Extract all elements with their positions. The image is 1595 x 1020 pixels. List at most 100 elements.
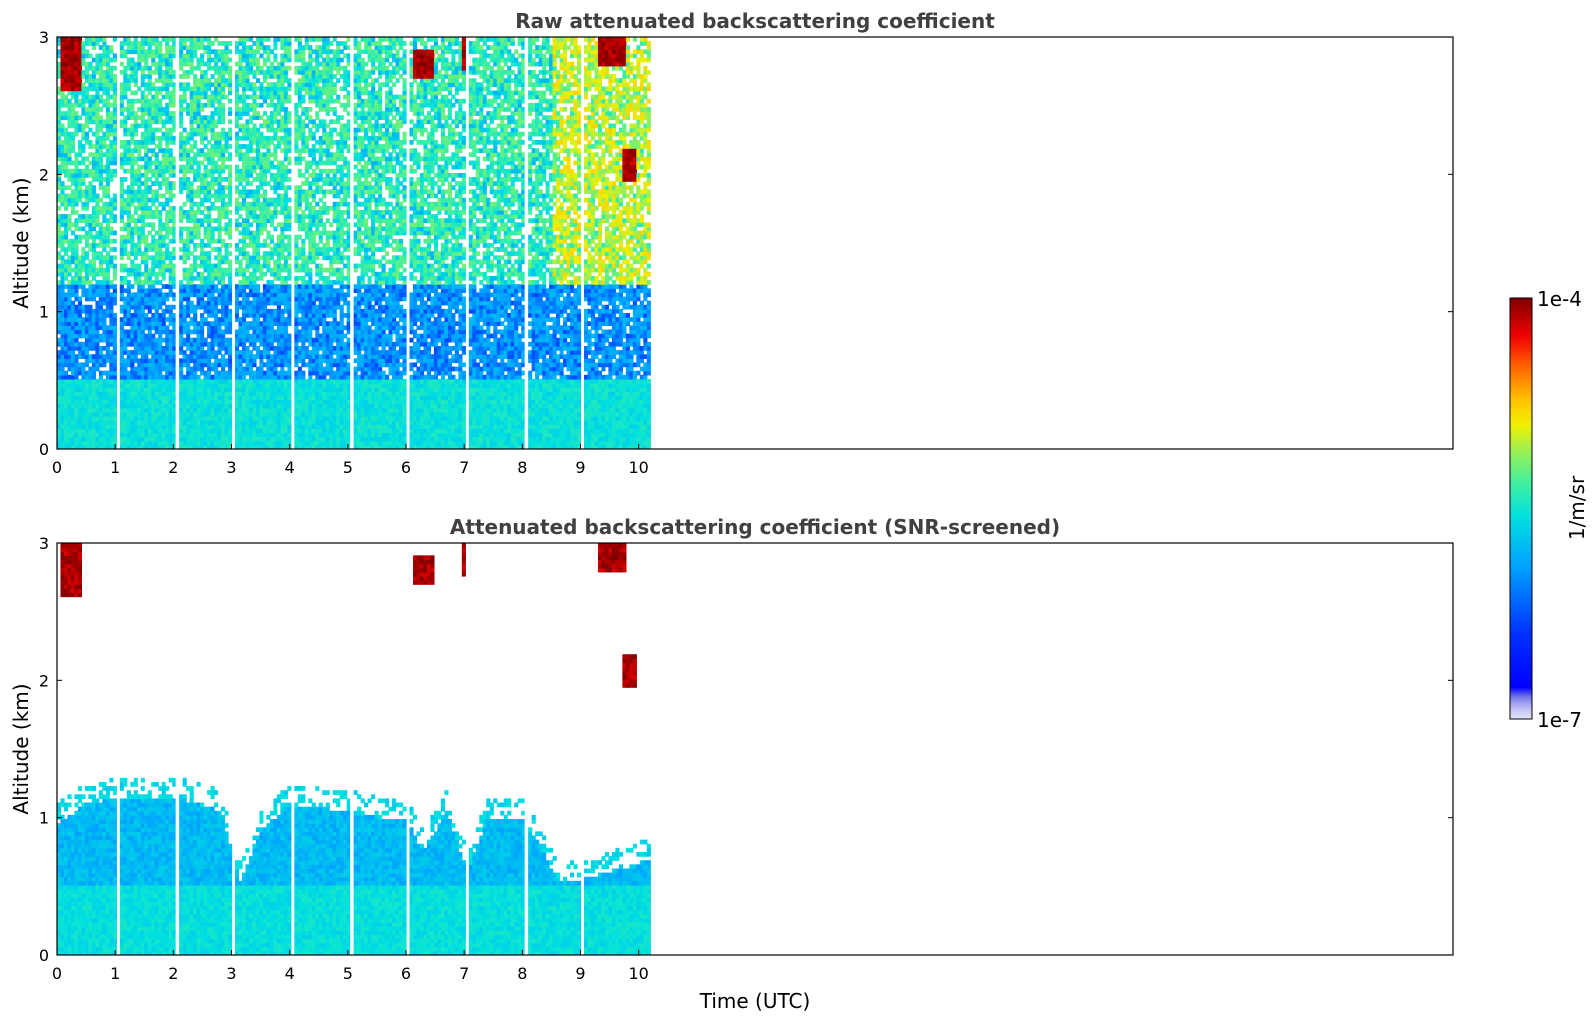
heatmap-cell <box>245 168 250 174</box>
heatmap-cell <box>165 135 170 141</box>
heatmap-cell <box>217 205 222 211</box>
heatmap-cell <box>144 201 149 207</box>
heatmap-cell <box>147 329 152 335</box>
heatmap-cell <box>217 74 222 79</box>
heatmap-cell <box>217 90 222 96</box>
heatmap-cell <box>98 284 103 289</box>
heatmap-cell <box>102 271 107 277</box>
heatmap-cell <box>70 205 76 211</box>
heatmap-cell <box>137 148 142 153</box>
heatmap-cell <box>200 300 205 306</box>
heatmap-cell <box>105 440 110 446</box>
heatmap-cell <box>98 362 103 368</box>
heatmap-cell <box>217 383 222 388</box>
heatmap-cell <box>151 94 156 100</box>
heatmap-cell <box>109 370 114 376</box>
heatmap-cell <box>140 164 145 170</box>
heatmap-cell <box>140 304 145 310</box>
heatmap-cell <box>60 362 65 368</box>
heatmap-cell <box>241 74 247 79</box>
heatmap-cell <box>133 82 138 88</box>
heatmap-cell <box>241 284 247 289</box>
heatmap-cell <box>266 317 271 322</box>
heatmap-cell <box>179 82 184 88</box>
heatmap-cell <box>200 160 205 166</box>
heatmap-cell <box>126 61 131 67</box>
heatmap-cell <box>238 321 243 326</box>
heatmap-cell <box>119 189 124 195</box>
heatmap-cell <box>154 107 159 112</box>
heatmap-cell <box>137 341 142 347</box>
heatmap-cell <box>168 255 173 261</box>
heatmap-cell <box>151 86 156 92</box>
heatmap-cell <box>262 313 267 318</box>
heatmap-cell <box>130 41 135 46</box>
heatmap-cell <box>98 78 103 83</box>
heatmap-cell <box>95 218 100 223</box>
heatmap-cell <box>144 432 149 438</box>
heatmap-cell <box>214 78 219 83</box>
heatmap-cell <box>151 197 156 203</box>
heatmap-cell <box>74 263 79 269</box>
heatmap-cell <box>210 94 215 100</box>
heatmap-cell <box>179 317 184 322</box>
heatmap-cell <box>210 65 215 71</box>
heatmap-cell <box>179 164 184 170</box>
heatmap-cell <box>238 292 243 298</box>
heatmap-cell <box>193 341 198 347</box>
heatmap-cell <box>112 148 117 153</box>
heatmap-cell <box>158 399 163 405</box>
heatmap-cell <box>133 61 138 67</box>
heatmap-cell <box>105 395 110 401</box>
heatmap-cell <box>262 226 267 232</box>
heatmap-cell <box>91 164 96 170</box>
heatmap-cell <box>207 45 212 50</box>
heatmap-cell <box>137 378 142 384</box>
heatmap-cell <box>63 263 69 269</box>
heatmap-cell <box>161 420 166 425</box>
heatmap-cell <box>259 156 264 162</box>
heatmap-cell <box>214 131 219 137</box>
heatmap-cell <box>126 436 131 442</box>
heatmap-cell <box>221 243 226 248</box>
heatmap-cell <box>60 346 65 351</box>
heatmap-cell <box>259 37 264 42</box>
heatmap-cell <box>84 391 90 397</box>
heatmap-cell <box>245 399 250 405</box>
heatmap-cell <box>154 152 159 158</box>
heatmap-cell <box>228 308 233 314</box>
heatmap-cell <box>179 341 184 347</box>
heatmap-cell <box>102 296 107 302</box>
heatmap-cell <box>158 230 163 236</box>
heatmap-cell <box>158 346 163 351</box>
heatmap-cell <box>255 135 261 141</box>
heatmap-cell <box>77 57 83 63</box>
heatmap-cell <box>259 53 264 59</box>
heatmap-cell <box>266 135 271 141</box>
heatmap-cell <box>210 82 215 88</box>
heatmap-cell <box>224 57 229 63</box>
heatmap-cell <box>77 325 83 331</box>
heatmap-cell <box>179 378 184 384</box>
heatmap-cell <box>210 354 215 359</box>
heatmap-cell <box>196 337 201 343</box>
heatmap-cell <box>102 164 107 170</box>
heatmap-cell <box>189 156 194 162</box>
heatmap-cell <box>273 411 278 417</box>
heatmap-cell <box>95 366 100 372</box>
heatmap-cell <box>109 407 114 413</box>
heatmap-cell <box>123 374 128 380</box>
heatmap-cell <box>74 226 79 232</box>
heatmap-cell <box>158 78 163 83</box>
heatmap-cell <box>210 144 215 149</box>
heatmap-cell <box>165 144 170 149</box>
heatmap-cell <box>252 391 257 397</box>
heatmap-cell <box>276 313 281 318</box>
heatmap-cell <box>119 98 124 104</box>
heatmap-cell <box>221 358 226 364</box>
heatmap-cell <box>147 65 152 71</box>
heatmap-cell <box>168 181 173 186</box>
heatmap-cell <box>179 387 184 392</box>
heatmap-cell <box>182 140 187 145</box>
heatmap-cell <box>189 251 194 256</box>
